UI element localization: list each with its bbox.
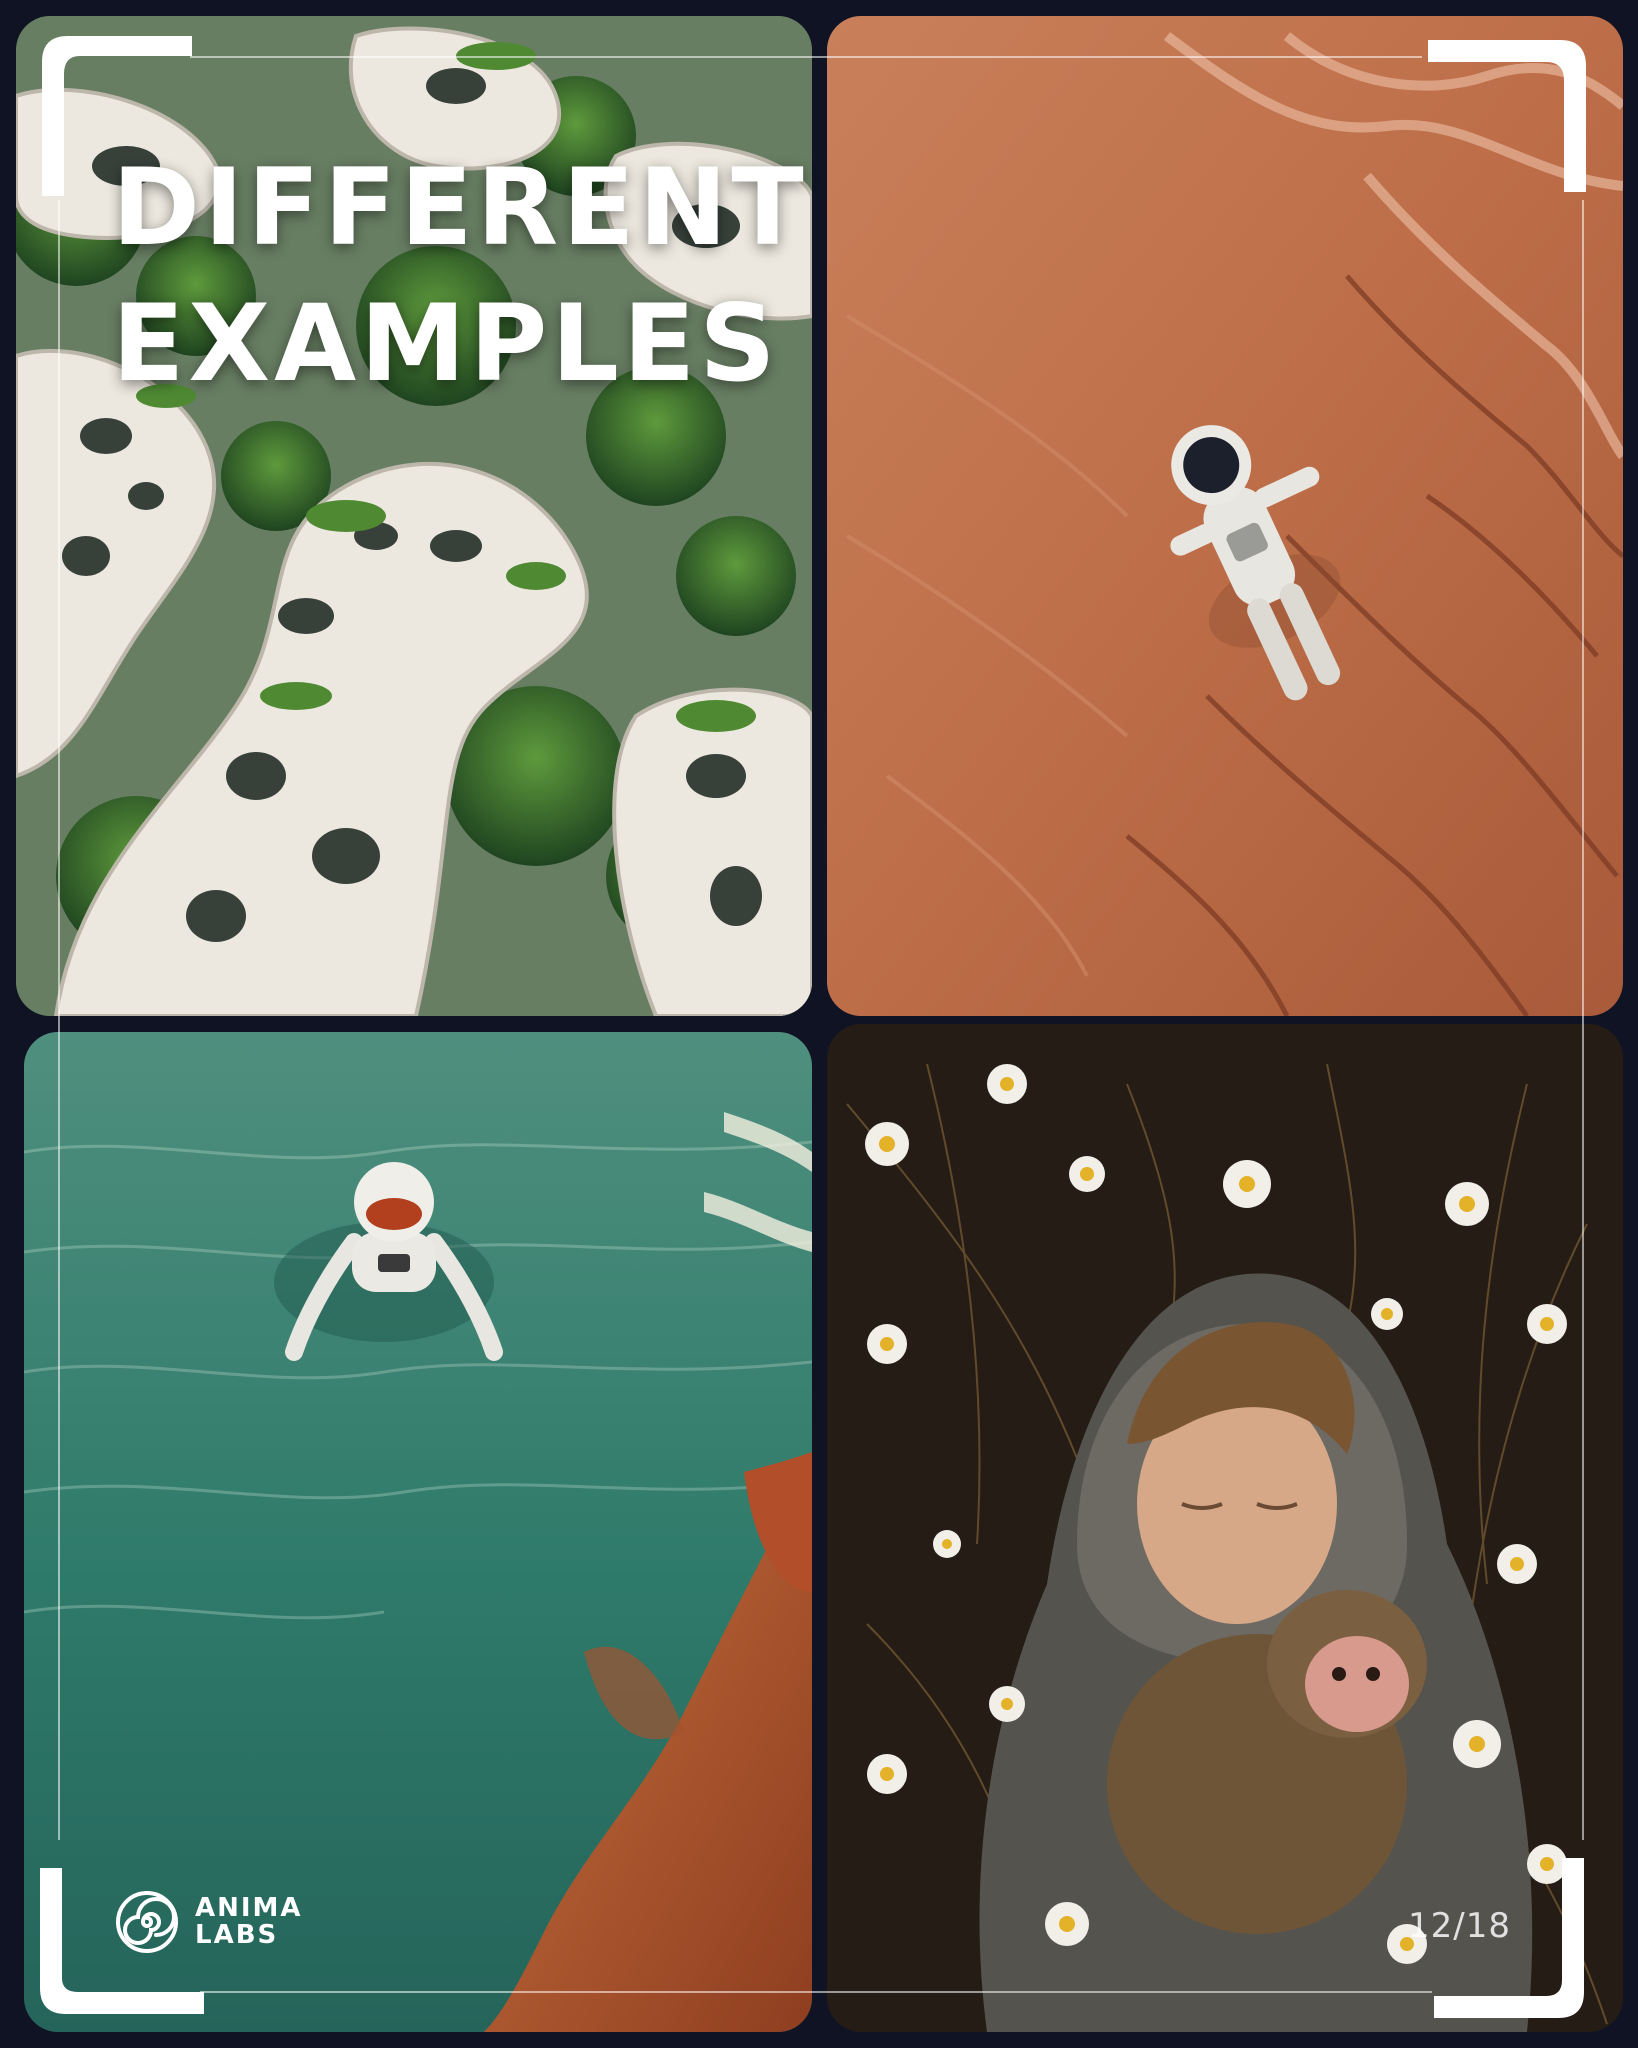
page-title: DIFFERENT EXAMPLES (112, 140, 808, 412)
corner-bracket-top-right (1428, 40, 1586, 192)
page-indicator: 12/18 (1408, 1906, 1511, 1946)
frame-line-bottom (200, 1991, 1432, 1993)
title-line-2: EXAMPLES (112, 282, 780, 405)
brand-logo: ANIMA LABS (115, 1890, 303, 1954)
image-tile-architecture (16, 16, 812, 1016)
image-tile-astronaut-water (24, 1032, 812, 2032)
boy-monkey-illustration (827, 1024, 1623, 2032)
frame-line-top (190, 56, 1422, 58)
astronaut-sand-illustration (827, 16, 1623, 1016)
spiral-logo-icon (116, 1891, 178, 1953)
corner-bracket-bottom-left (40, 1868, 204, 2014)
frame-line-left (58, 200, 60, 1840)
astronaut-water-illustration (24, 1032, 812, 2032)
brand-name-line-1: ANIMA (195, 1893, 303, 1923)
brand-name: ANIMA LABS (195, 1895, 303, 1949)
frame-line-right (1582, 200, 1584, 1840)
image-tile-astronaut-sand (827, 16, 1623, 1016)
image-tile-boy-monkey (827, 1024, 1623, 2032)
corner-bracket-bottom-right (1434, 1858, 1584, 2018)
brand-name-line-2: LABS (195, 1920, 279, 1950)
architecture-illustration (16, 16, 812, 1016)
corner-bracket-top-left (42, 36, 192, 196)
title-line-1: DIFFERENT (112, 146, 808, 269)
